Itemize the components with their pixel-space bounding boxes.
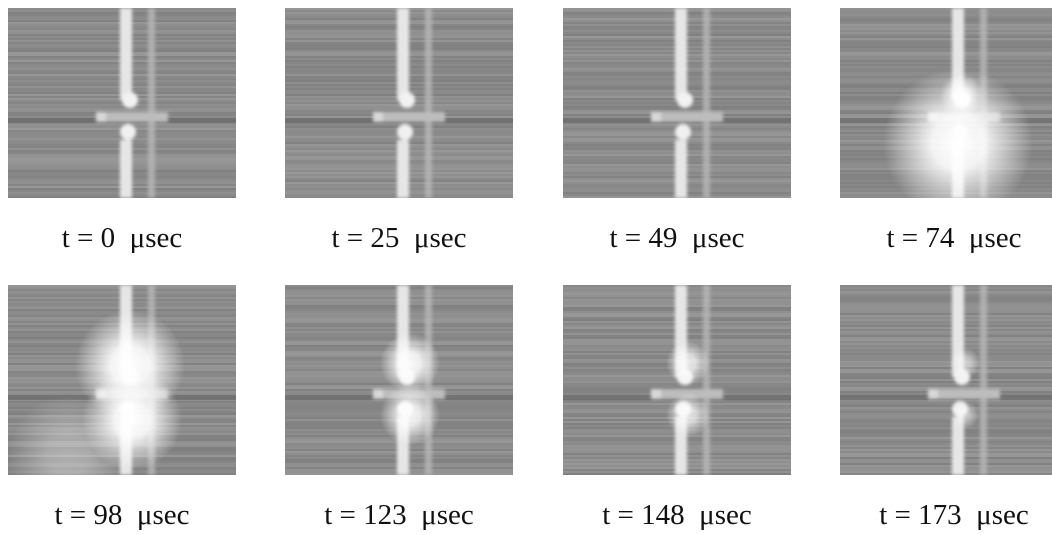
- frame-caption: t = 49 μsec: [609, 222, 745, 254]
- frame-caption: t = 173 μsec: [879, 499, 1029, 531]
- frame-image: [285, 8, 513, 198]
- frame-caption: t = 98 μsec: [54, 499, 190, 531]
- frame-image: [563, 8, 791, 198]
- frame-image: [840, 8, 1052, 198]
- frame-caption: t = 0 μsec: [61, 222, 183, 254]
- frame-image: [8, 285, 236, 475]
- frame-caption: t = 74 μsec: [886, 222, 1022, 254]
- frame-image: [840, 285, 1052, 475]
- frame-caption: t = 123 μsec: [324, 499, 474, 531]
- frame-image: [285, 285, 513, 475]
- frame-caption: t = 148 μsec: [602, 499, 752, 531]
- frame-image: [8, 8, 236, 198]
- frame-image: [563, 285, 791, 475]
- frame-caption: t = 25 μsec: [331, 222, 467, 254]
